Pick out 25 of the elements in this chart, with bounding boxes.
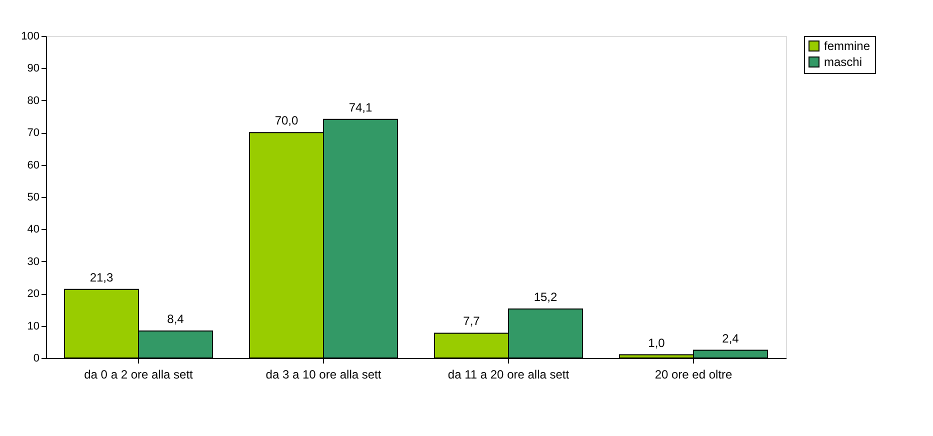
- data-label: 8,4: [167, 312, 184, 326]
- y-tick-label: 50: [27, 192, 40, 204]
- data-label: 70,0: [274, 114, 298, 128]
- data-label: 7,7: [463, 314, 480, 328]
- data-label: 15,2: [534, 290, 558, 304]
- data-label: 21,3: [90, 270, 114, 284]
- data-label: 74,1: [348, 100, 372, 114]
- y-tick-label: 70: [27, 127, 40, 140]
- x-tick-label: da 3 a 10 ore alla sett: [266, 368, 382, 382]
- x-tick-label: 20 ore ed oltre: [654, 368, 733, 382]
- data-label: 1,0: [648, 336, 666, 350]
- y-tick-label: 100: [21, 30, 40, 42]
- y-tick-label: 30: [27, 256, 40, 268]
- y-tick-label: 10: [27, 320, 40, 332]
- legend-label: femmine: [824, 39, 870, 53]
- y-tick-label: 40: [27, 224, 40, 236]
- y-tick-label: 90: [27, 62, 40, 75]
- y-tick-label: 80: [27, 94, 40, 107]
- y-tick-label: 20: [27, 288, 40, 300]
- data-label: 2,4: [722, 331, 740, 346]
- legend-label: maschi: [824, 55, 862, 69]
- y-tick-label: 0: [33, 352, 40, 364]
- x-tick-label: da 11 a 20 ore alla sett: [448, 368, 570, 382]
- x-tick-label: da 0 a 2 ore alla sett: [84, 368, 194, 382]
- y-tick-label: 60: [27, 159, 40, 172]
